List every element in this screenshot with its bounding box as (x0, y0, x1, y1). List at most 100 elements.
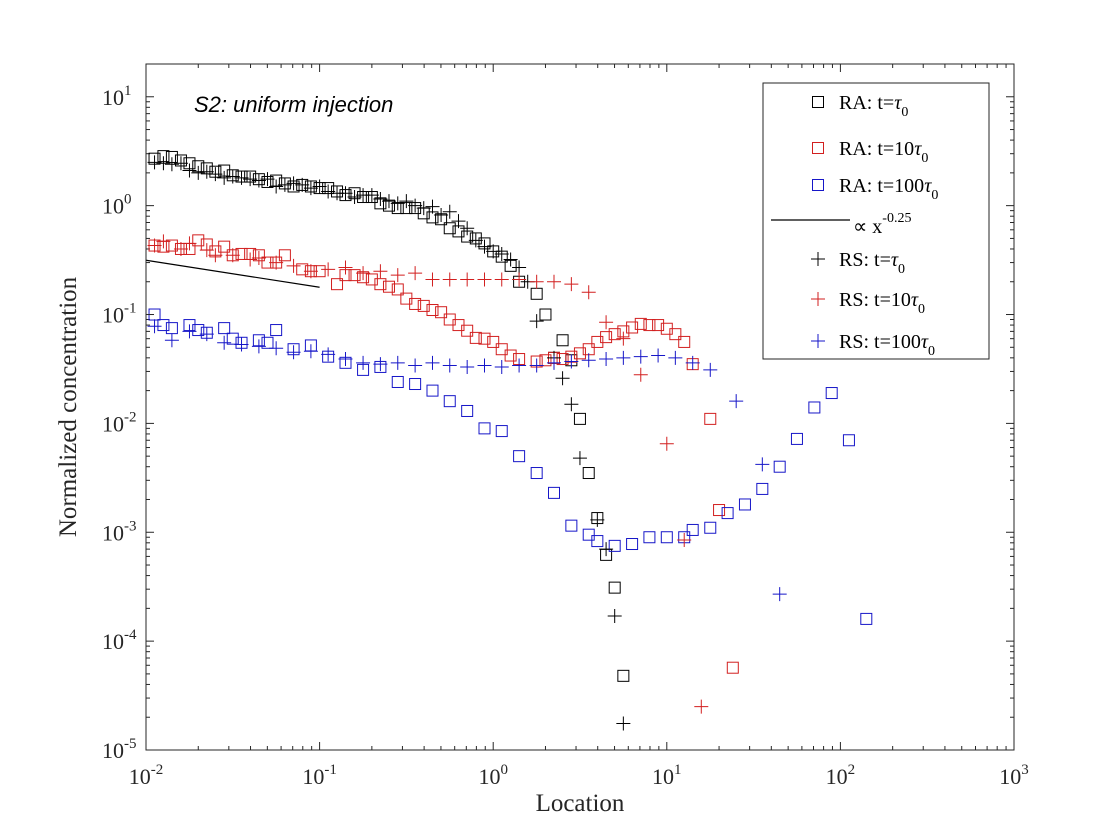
rs-t1-point (312, 179, 327, 194)
rs-t1-point (260, 172, 275, 187)
y-tick-label: 10-3 (102, 518, 137, 545)
ra-t100-point (860, 612, 873, 625)
rs-t1-point (390, 196, 405, 211)
rs-t1-point (442, 204, 457, 219)
rs-t1-point (512, 260, 527, 275)
rs-t100-point (581, 353, 596, 368)
x-tick-label: 103 (999, 762, 1029, 789)
rs-t10-point (356, 266, 371, 281)
series-ra-t100 (148, 308, 873, 625)
y-tick-label: 10-5 (102, 736, 137, 763)
powerlaw-line (145, 259, 320, 288)
ra-t10-point (426, 304, 439, 317)
series-layer (145, 150, 873, 731)
rs-t100-point (303, 344, 318, 359)
rs-t100-point (668, 350, 683, 365)
legend-label: RS: t=100τ0 (839, 331, 935, 359)
rs-t10-point (694, 699, 709, 714)
series-powerlaw (145, 259, 320, 288)
x-tick-labels: 10-2 10-1 100 101 102 103 (129, 762, 1029, 789)
rs-t1-point (408, 198, 423, 213)
rs-t10-point (529, 274, 544, 289)
rs-t1-point (364, 188, 379, 203)
rs-t100-point (512, 358, 527, 373)
ra-t100-point (790, 432, 803, 445)
rs-t1-point (381, 194, 396, 209)
ra-t10-point (669, 328, 682, 341)
rs-t100-point (217, 335, 232, 350)
ra-t1-point (582, 467, 595, 480)
ra-t10-point (278, 249, 291, 262)
rs-t100-point (338, 352, 353, 367)
ra-t100-point (218, 322, 231, 335)
ra-t100-point (686, 523, 699, 536)
ra-t100-point (426, 384, 439, 397)
ra-t1-point (539, 308, 552, 321)
legend-label: ∝ x-0.25 (853, 211, 911, 238)
series-rs-t1 (147, 155, 631, 731)
rs-t1-point (503, 252, 518, 267)
rs-t10-point (373, 264, 388, 279)
rs-t1-point (321, 184, 336, 199)
legend-marker (811, 292, 825, 306)
ra-t100-point (643, 531, 656, 544)
legend-label: RA: t=τ0 (839, 92, 908, 120)
y-tick-label: 10-4 (102, 627, 137, 654)
rs-t100-point (547, 355, 561, 370)
ra-t100-point (495, 425, 508, 438)
rs-t1-point (434, 208, 449, 223)
legend: RA: t=τ0 RA: t=10τ0 RA: t=100τ0 ∝ x-0.25 RS:… (762, 82, 990, 360)
ra-t10-point (478, 332, 491, 345)
rs-t100-point (564, 354, 579, 369)
rs-t100-point (408, 358, 423, 373)
rs-t1-point (269, 179, 284, 194)
ra-t100-point (660, 531, 673, 544)
rs-t100-point (529, 358, 544, 373)
ra-t10-point (417, 299, 430, 312)
ra-t10-point (726, 661, 739, 674)
rs-t10-point (269, 255, 284, 270)
ra-t100-point (270, 324, 283, 337)
ra-t1-point (573, 412, 586, 425)
rs-t100-point (729, 394, 744, 409)
ra-t10-point (391, 283, 404, 296)
rs-t10-point (156, 234, 171, 249)
rs-t1-point (477, 239, 492, 254)
rs-t1-point (338, 186, 353, 201)
rs-t1-point (182, 163, 197, 178)
rs-t10-point (564, 277, 579, 292)
ra-t10-point (365, 273, 378, 286)
rs-t10-point (677, 532, 692, 547)
plot-frame (145, 63, 1015, 751)
ra-t10-point (591, 335, 604, 348)
rs-t10-point (616, 331, 631, 346)
ra-t100-point (513, 450, 526, 463)
rs-t10-point (286, 258, 301, 273)
ra-t10-point (331, 278, 344, 291)
rs-t10-point (243, 252, 258, 267)
rs-t1-point (251, 173, 266, 188)
y-tick-label: 101 (102, 83, 132, 110)
rs-t100-point (321, 347, 336, 362)
rs-t100-point (442, 358, 457, 373)
ra-t100-point (608, 539, 621, 552)
ra-t100-point (582, 528, 595, 541)
ra-t10-point (608, 328, 621, 341)
x-tick-label: 10-1 (302, 762, 337, 789)
rs-t10-point (442, 272, 457, 287)
ra-t10-point (539, 354, 552, 367)
legend-label: RS: t=10τ0 (839, 289, 925, 317)
ra-t10-point (504, 349, 517, 362)
rs-t10-point (182, 236, 197, 251)
ra-t100-point (192, 324, 205, 337)
ra-t10-point (634, 317, 647, 330)
rs-t10-point (460, 272, 475, 287)
y-tick-label: 100 (102, 192, 132, 219)
rs-t10-point (659, 436, 674, 451)
ra-t10-point (600, 331, 613, 344)
ra-t100-point (626, 538, 639, 551)
rs-t1-point (164, 157, 179, 172)
rs-t100-point (234, 337, 249, 352)
legend-entry-rs-t100: RS: t=100τ0 (811, 331, 935, 359)
series-rs-t10 (147, 234, 709, 714)
